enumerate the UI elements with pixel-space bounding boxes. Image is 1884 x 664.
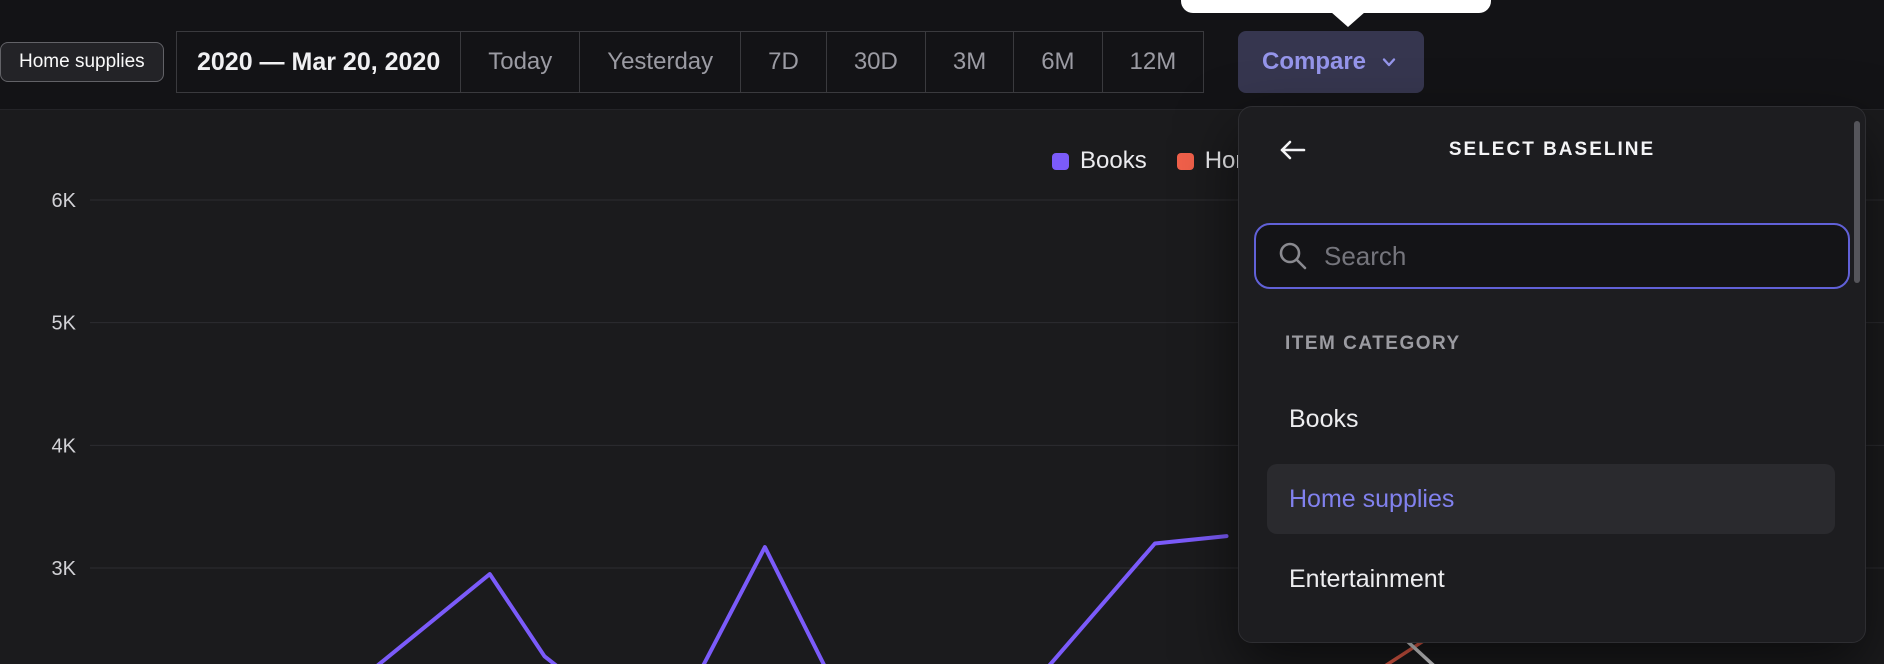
range-button-12m[interactable]: 12M [1103,32,1204,92]
range-button-yesterday[interactable]: Yesterday [580,32,742,92]
baseline-item-label: Entertainment [1289,564,1445,593]
arrow-left-icon [1274,140,1310,169]
date-range-button[interactable]: 2020 — Mar 20, 2020 [177,32,462,92]
baseline-item-entertainment[interactable]: Entertainment [1267,544,1835,614]
baseline-item-label: Home supplies [1289,484,1455,513]
legend-label: Books [1080,147,1147,174]
series-hover-tooltip-label: Home supplies [19,51,145,72]
baseline-item-label: Books [1289,404,1359,433]
select-baseline-panel: SELECT BASELINE ITEM CATEGORY Books Home … [1238,106,1866,643]
series-line-books [376,534,1229,664]
y-axis-label: 4K [52,435,77,457]
date-range-control: 2020 — Mar 20, 2020 Today Yesterday 7D 30D 3… [176,31,1205,93]
legend-item-books[interactable]: Books [1052,147,1147,175]
y-axis-label: 5K [52,313,77,335]
compare-label: Compare [1262,48,1367,75]
search-input[interactable] [1254,223,1850,289]
y-axis-label: 6K [52,190,77,212]
panel-title: SELECT BASELINE [1448,139,1656,160]
baseline-item-books[interactable]: Books [1267,384,1835,454]
range-button-group: Today Yesterday 7D 30D 3M 6M 12M [461,32,1203,92]
range-button-3m[interactable]: 3M [926,32,1015,92]
y-axis-label: 3K [52,558,77,580]
baseline-item-home-supplies[interactable]: Home supplies [1267,464,1835,534]
range-button-30d[interactable]: 30D [827,32,926,92]
chevron-down-icon [1378,51,1400,73]
tooltip-cutoff-top [1181,0,1491,27]
baseline-item-list: Books Home supplies Entertainment [1267,384,1835,624]
range-button-6m[interactable]: 6M [1014,32,1103,92]
legend-swatch-icon [1052,152,1069,170]
search-field-wrap [1254,223,1850,289]
legend-swatch-icon [1176,152,1194,170]
range-button-today[interactable]: Today [461,32,581,92]
scrollbar-thumb[interactable] [1854,121,1860,283]
compare-button[interactable]: Compare [1238,31,1425,93]
range-button-7d[interactable]: 7D [741,32,827,92]
back-button[interactable] [1269,131,1315,171]
section-label: ITEM CATEGORY [1285,333,1461,354]
series-hover-tooltip: Home supplies [0,42,164,82]
